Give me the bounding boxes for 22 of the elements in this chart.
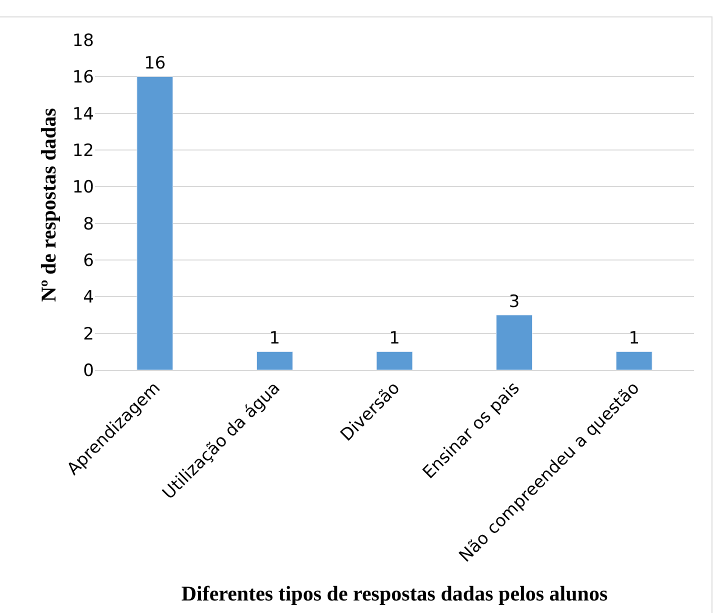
y-axis-title: Nº de respostas dadas bbox=[36, 108, 61, 302]
y-tick-label: 12 bbox=[72, 140, 94, 161]
data-label: 16 bbox=[144, 54, 166, 74]
bar bbox=[136, 76, 174, 370]
bar bbox=[496, 314, 533, 370]
y-tick-label: 18 bbox=[72, 30, 94, 51]
y-tick-label: 4 bbox=[83, 288, 94, 308]
x-axis-title: Diferentes tipos de respostas dadas pelos alunos bbox=[181, 582, 608, 606]
y-tick-label: 14 bbox=[72, 104, 94, 124]
y-tick-label: 6 bbox=[83, 250, 94, 271]
y-tick-label: 0 bbox=[83, 360, 94, 381]
data-label: 3 bbox=[508, 292, 520, 312]
data-label: 1 bbox=[628, 328, 640, 349]
data-label: 1 bbox=[269, 328, 280, 349]
y-tick-label: 16 bbox=[72, 68, 94, 88]
bar bbox=[616, 351, 652, 370]
data-label: 1 bbox=[389, 328, 400, 349]
y-tick-label: 10 bbox=[72, 178, 94, 198]
y-tick-label: 8 bbox=[83, 214, 94, 234]
bar bbox=[376, 351, 413, 370]
y-tick-label: 2 bbox=[83, 324, 94, 344]
bar bbox=[256, 351, 293, 370]
